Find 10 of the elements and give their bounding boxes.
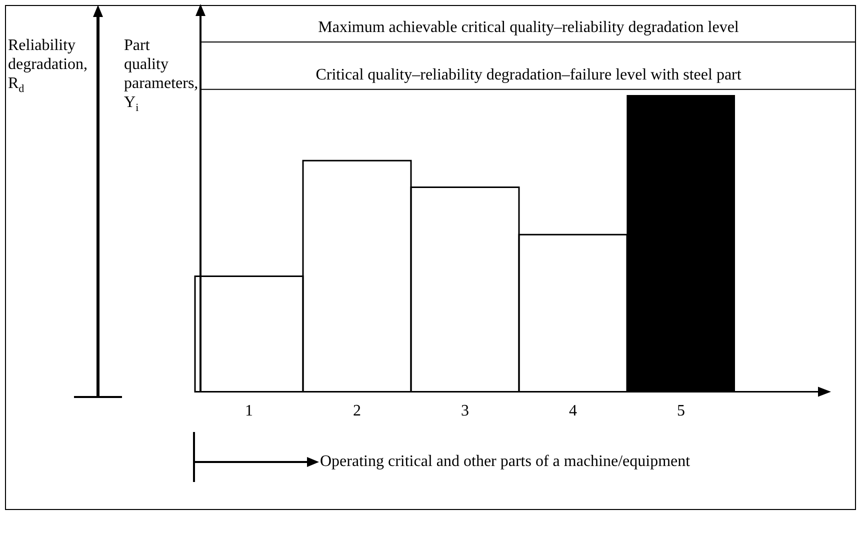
text: Reliability degradation, R$_{d}$ [8,36,88,98]
ref-line-label: Critical quality–reliability degradation–failure level with steel part [316,66,742,84]
x-tick-label: 4 [569,402,577,420]
ref-line-label: Maximum achievable critical quality–reliability degradation level [318,19,740,36]
x-tick-label: 3 [461,402,469,420]
x-tick-label: 2 [353,402,361,420]
x-axis-title: Operating critical and other parts of a machine/equipment [320,452,690,471]
x-tick-label: 1 [245,402,253,420]
x-tick-label: 5 [677,402,685,420]
y-axis-title: Part quality parameters, Y$_{i}$ [124,36,198,116]
